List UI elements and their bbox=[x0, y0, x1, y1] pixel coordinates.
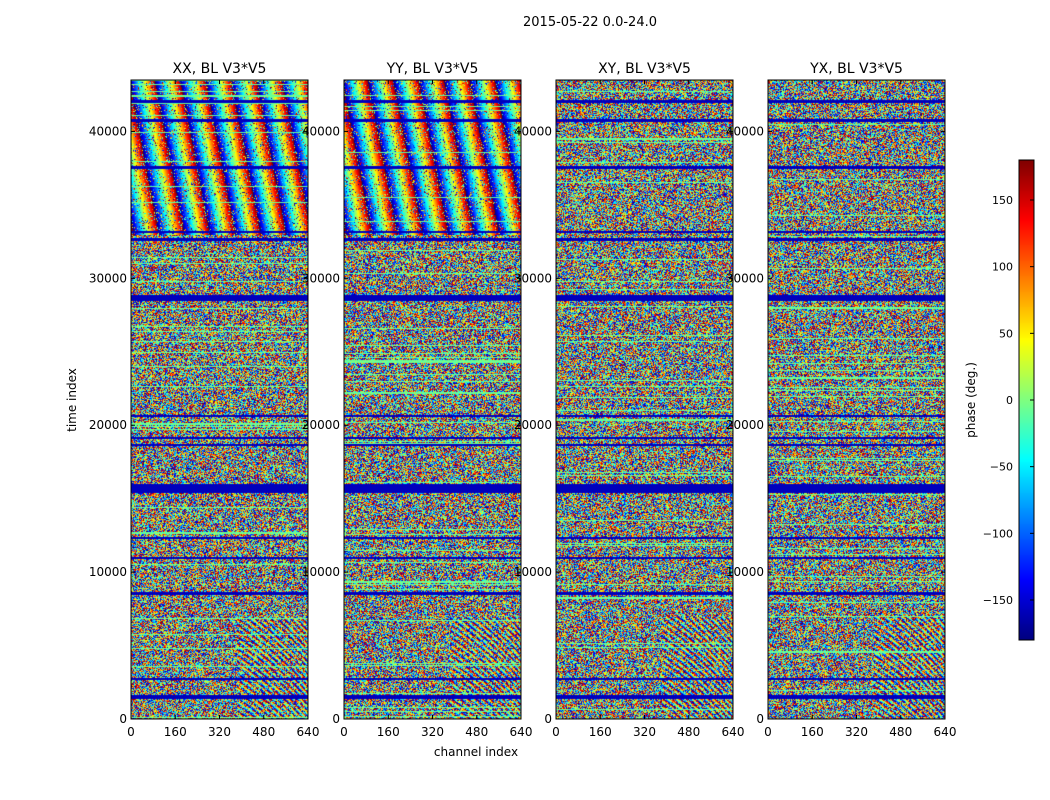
y-tick-label: 10000 bbox=[89, 565, 127, 579]
y-tick-label: 10000 bbox=[514, 565, 552, 579]
x-tick-label: 480 bbox=[252, 725, 275, 739]
y-tick-label: 20000 bbox=[514, 418, 552, 432]
x-tick-label: 320 bbox=[845, 725, 868, 739]
phase-heatmap-xx bbox=[131, 80, 308, 719]
x-tick-label: 0 bbox=[764, 725, 772, 739]
y-tick-label: 20000 bbox=[726, 418, 764, 432]
x-tick-label: 160 bbox=[377, 725, 400, 739]
y-tick-label: 40000 bbox=[726, 124, 764, 138]
x-tick-label: 0 bbox=[340, 725, 348, 739]
y-tick-label: 30000 bbox=[726, 271, 764, 285]
colorbar-tick-label: 150 bbox=[992, 194, 1013, 207]
panel-xx: XX, BL V3*V5 0 160 320 480 640 0 10000 20000 3000… bbox=[89, 61, 320, 739]
x-tick-label: 480 bbox=[465, 725, 488, 739]
y-tick-label: 20000 bbox=[89, 418, 127, 432]
x-tick-label: 640 bbox=[722, 725, 745, 739]
y-tick-label: 0 bbox=[756, 712, 764, 726]
panel-yx: YX, BL V3*V5 0 160 320 480 640 0 10000 20000 3000… bbox=[726, 61, 957, 739]
colorbar-ticks: −150 −100 −50 0 50 100 150 bbox=[983, 194, 1034, 607]
x-tick-label: 320 bbox=[421, 725, 444, 739]
y-tick-label: 40000 bbox=[514, 124, 552, 138]
y-axis-label: time index bbox=[65, 368, 79, 432]
colorbar-tick-label: 0 bbox=[1006, 394, 1013, 407]
x-tick-label: 640 bbox=[510, 725, 533, 739]
x-axis-label: channel index bbox=[434, 745, 518, 759]
x-tick-label: 480 bbox=[889, 725, 912, 739]
panel-title: YX, BL V3*V5 bbox=[809, 61, 903, 77]
colorbar-tick-label: 50 bbox=[999, 327, 1013, 340]
x-tick-label: 320 bbox=[633, 725, 656, 739]
colorbar-label: phase (deg.) bbox=[964, 362, 978, 438]
y-tick-label: 0 bbox=[544, 712, 552, 726]
x-tick-label: 0 bbox=[127, 725, 135, 739]
panel-title: XY, BL V3*V5 bbox=[598, 61, 691, 77]
figure-title: 2015-05-22 0.0-24.0 bbox=[523, 15, 657, 30]
x-tick-label: 320 bbox=[208, 725, 231, 739]
phase-heatmap-yx bbox=[768, 80, 945, 719]
y-tick-label: 0 bbox=[119, 712, 127, 726]
x-tick-label: 640 bbox=[934, 725, 957, 739]
x-tick-label: 480 bbox=[677, 725, 700, 739]
y-tick-label: 30000 bbox=[514, 271, 552, 285]
colorbar-tick-label: −50 bbox=[990, 461, 1013, 474]
panels: XX, BL V3*V5 0 160 320 480 640 0 10000 20000 3000… bbox=[89, 61, 957, 739]
x-tick-label: 640 bbox=[297, 725, 320, 739]
panel-title: YY, BL V3*V5 bbox=[386, 61, 479, 77]
colorbar: −150 −100 −50 0 50 100 150 phase (deg.) bbox=[964, 159, 1035, 641]
phase-heatmap-yy bbox=[344, 80, 521, 719]
colorbar-tick-label: −100 bbox=[983, 527, 1013, 540]
colorbar-tick-label: 100 bbox=[992, 261, 1013, 274]
phase-heatmap-xy bbox=[556, 80, 733, 719]
colorbar-tick-label: −150 bbox=[983, 594, 1013, 607]
panel-title: XX, BL V3*V5 bbox=[173, 61, 267, 77]
colorbar-gradient bbox=[1019, 160, 1034, 640]
x-tick-label: 160 bbox=[164, 725, 187, 739]
x-tick-label: 160 bbox=[801, 725, 824, 739]
y-tick-label: 40000 bbox=[302, 124, 340, 138]
y-tick-label: 40000 bbox=[89, 124, 127, 138]
y-tick-label: 30000 bbox=[89, 271, 127, 285]
y-tick-label: 20000 bbox=[302, 418, 340, 432]
y-tick-label: 10000 bbox=[302, 565, 340, 579]
y-tick-label: 10000 bbox=[726, 565, 764, 579]
x-tick-label: 160 bbox=[589, 725, 612, 739]
y-tick-label: 0 bbox=[332, 712, 340, 726]
panel-xy: XY, BL V3*V5 0 160 320 480 640 0 10000 20000 3000… bbox=[514, 61, 745, 739]
y-tick-label: 30000 bbox=[302, 271, 340, 285]
panel-yy: YY, BL V3*V5 0 160 320 480 640 0 10000 20000 3000… bbox=[302, 61, 533, 739]
x-tick-label: 0 bbox=[552, 725, 560, 739]
